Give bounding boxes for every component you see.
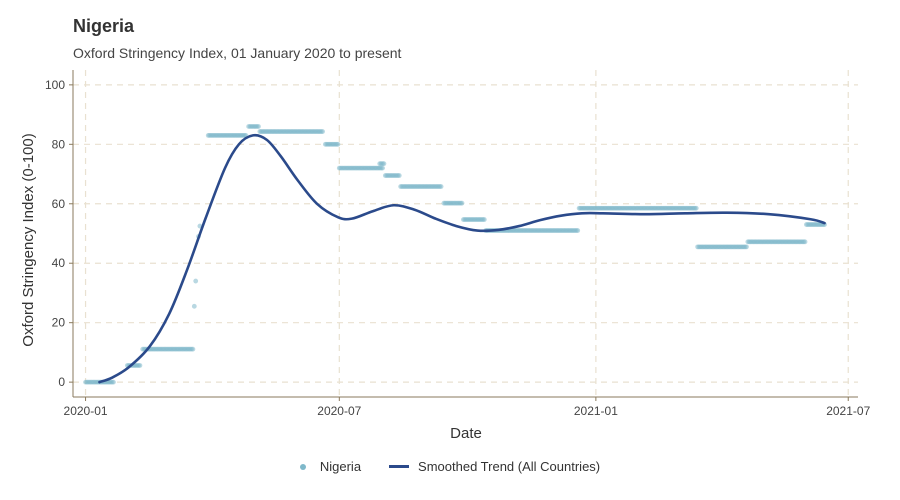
y-tick-label: 20: [52, 316, 66, 330]
legend-item-trend: Smoothed Trend (All Countries): [389, 459, 600, 474]
point-segment: [576, 205, 699, 211]
data-point: [381, 161, 387, 167]
data-point: [459, 200, 465, 206]
data-point: [380, 165, 385, 171]
x-axis-title: Date: [450, 425, 482, 442]
data-point: [481, 217, 487, 222]
legend-item-points: Nigeria: [299, 459, 362, 474]
point-segment: [695, 244, 749, 250]
data-point: [256, 124, 261, 129]
point-segment: [745, 239, 808, 245]
point-segment: [461, 217, 487, 222]
point-segment: [205, 133, 249, 138]
point-segment: [336, 165, 385, 171]
trend-layer: [98, 133, 826, 384]
x-tick-label: 2020-01: [64, 404, 108, 418]
data-point: [193, 278, 199, 284]
legend: Nigeria Smoothed Trend (All Countries): [0, 459, 900, 474]
point-segment: [257, 129, 325, 134]
x-tick-label: 2020-07: [317, 404, 361, 418]
y-tick-label: 0: [58, 375, 65, 389]
grid-layer: [73, 70, 858, 397]
point-segment: [377, 161, 387, 167]
y-tick-label: 60: [52, 197, 66, 211]
trend-line: [98, 133, 826, 384]
point-segment: [441, 200, 465, 206]
point-segment: [191, 303, 197, 309]
chart-title: Nigeria: [73, 16, 135, 36]
point-segment: [398, 184, 444, 189]
y-tick-label: 40: [52, 256, 66, 270]
data-point: [575, 228, 581, 233]
data-point: [137, 363, 143, 368]
data-point: [191, 303, 197, 309]
legend-points-swatch: [299, 463, 306, 470]
data-point: [693, 205, 699, 211]
legend-trend-label: Smoothed Trend (All Countries): [418, 459, 601, 474]
point-segment: [246, 124, 261, 129]
y-tick-label: 100: [45, 78, 65, 92]
data-point: [396, 173, 402, 178]
point-segment: [804, 222, 827, 227]
point-segment: [322, 141, 341, 147]
axis-layer: 0 20 40 60 80 100 2020-01 2020-07 2021-01 2021-07: [45, 70, 871, 418]
chart-subtitle: Oxford Stringency Index, 01 January 2020…: [73, 45, 402, 61]
data-point: [744, 244, 749, 250]
data-point: [335, 141, 341, 147]
x-tick-label: 2021-01: [574, 404, 618, 418]
y-axis-title: Oxford Stringency Index (0-100): [20, 133, 37, 346]
data-point: [111, 379, 116, 385]
data-point: [438, 184, 444, 189]
legend-points-label: Nigeria: [319, 459, 362, 474]
y-tick-label: 80: [52, 137, 66, 151]
data-point: [320, 129, 325, 134]
data-point: [802, 239, 808, 245]
points-layer: [83, 124, 827, 385]
point-segment: [483, 228, 581, 233]
legend-trend-swatch: [389, 465, 410, 468]
x-tick-label: 2021-07: [826, 404, 870, 418]
data-point: [190, 346, 196, 352]
point-segment: [382, 173, 402, 178]
point-segment: [193, 278, 199, 284]
